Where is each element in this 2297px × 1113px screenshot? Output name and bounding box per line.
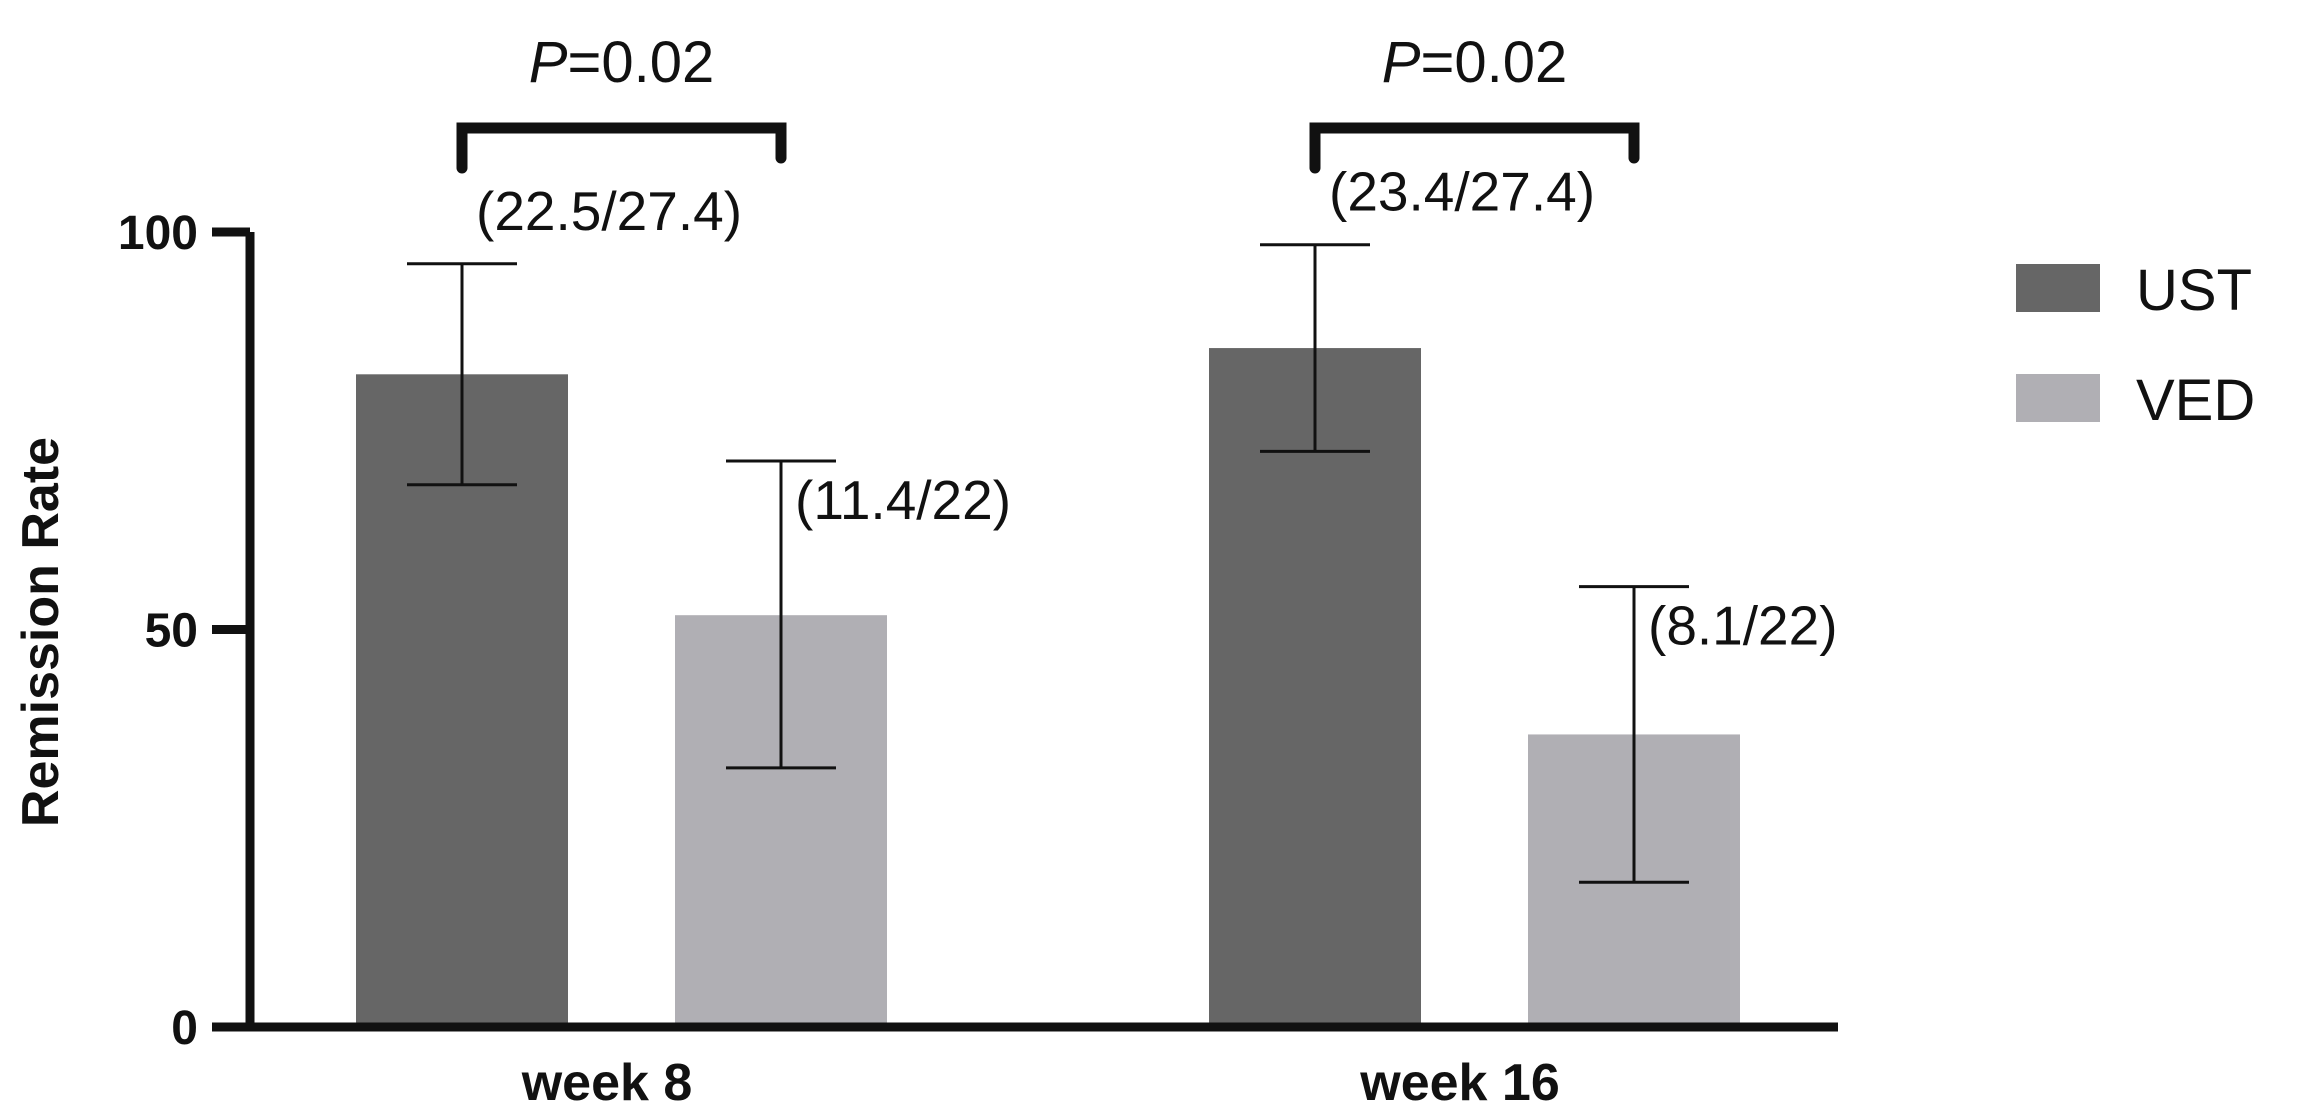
legend-swatch-ved	[2016, 374, 2100, 422]
error-bar-ved-2	[1579, 585, 1689, 884]
x-tick-label-1: week 8	[521, 1054, 693, 1112]
p-symbol: P	[1382, 30, 1421, 95]
data-label-ved-1: (11.4/22)	[795, 469, 1011, 531]
legend-label-ust: UST	[2136, 258, 2252, 323]
data-label-ust-1: (22.5/27.4)	[476, 180, 742, 242]
chart-marks: (22.5/27.4) (23.4/27.4) (11.4/22) (8.1/22) P…	[356, 30, 1838, 1027]
y-tick-label-100: 100	[118, 207, 198, 260]
p-value: =0.02	[1420, 30, 1567, 95]
chart-axes: 0 50 100 week 8 week 16	[118, 207, 1838, 1112]
x-tick-label-2: week 16	[1359, 1054, 1560, 1112]
p-value: =0.02	[567, 30, 714, 95]
p-value-label-1: P=0.02	[529, 30, 714, 95]
y-tick-label-0: 0	[171, 1002, 198, 1055]
y-tick-label-50: 50	[145, 605, 198, 658]
data-label-ust-2: (23.4/27.4)	[1329, 161, 1595, 223]
significance-bracket-1	[456, 122, 787, 174]
y-axis-label: Remission Rate	[12, 437, 70, 827]
error-bar-ved-1	[726, 459, 836, 770]
legend-label-ved: VED	[2136, 368, 2255, 433]
error-bar-ust-2	[1260, 243, 1370, 453]
p-value-label-2: P=0.02	[1382, 30, 1567, 95]
data-label-ved-2: (8.1/22)	[1648, 595, 1838, 657]
error-bar-ust-1	[407, 262, 517, 487]
significance-bracket-2	[1309, 122, 1640, 174]
legend: UST VED	[2016, 258, 2255, 433]
bar-ust-2	[1209, 348, 1421, 1027]
p-symbol: P	[529, 30, 568, 95]
legend-swatch-ust	[2016, 264, 2100, 312]
